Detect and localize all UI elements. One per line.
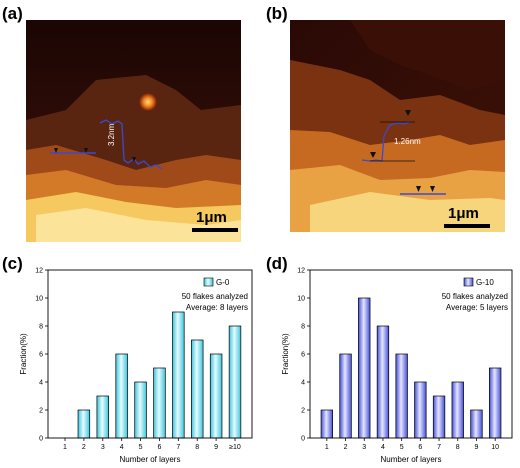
histogram-c-ytick-label: 2: [39, 408, 43, 415]
afm-a-flake-top: [36, 208, 241, 242]
histogram-d-bar-3: [358, 297, 371, 439]
histogram-c-ytick-label: 0: [39, 436, 43, 443]
histogram-c-xtick-label: 3: [101, 444, 105, 451]
histogram-c-bar-8: [191, 339, 204, 439]
histogram-c-xtick-label: 7: [176, 444, 180, 451]
histogram-c-bar-10: [228, 325, 242, 439]
histogram-c-ylabel: Fraction(%): [19, 333, 28, 375]
histogram-d-xtick-label: 9: [475, 444, 479, 451]
histogram-d-xtick-label: 4: [381, 444, 385, 451]
histogram-d-bar-5: [395, 353, 408, 439]
histogram-c-xlabel: Number of layers: [120, 455, 181, 464]
histogram-c-bars: [77, 311, 242, 439]
histogram-d-ytick-label: 6: [301, 352, 305, 359]
histogram-d-xtick-label: 7: [437, 444, 441, 451]
histogram-c-xtick-label: 5: [139, 444, 143, 451]
afm-b-flake-dark: [290, 60, 505, 160]
histogram-d-xtick-label: 6: [418, 444, 422, 451]
histogram-c-ytick-label: 4: [39, 380, 43, 387]
histogram-d-legend-swatch: [463, 277, 474, 287]
afm-a-scalebar-label: 1μm: [196, 209, 227, 226]
histogram-d-bar-8: [451, 381, 464, 439]
afm-a-step-label: 3.2nm: [107, 123, 116, 146]
histogram-c-bar-6: [153, 367, 166, 439]
panel-label-a: (a): [2, 4, 23, 23]
histogram-d-ytick-label: 2: [301, 408, 305, 415]
histogram-d-bar-6: [414, 381, 427, 439]
afm-a-marker-lower: [132, 157, 136, 162]
histogram-c-bar-7: [172, 311, 185, 439]
histogram-d-bars: [320, 297, 502, 439]
histogram-c-ytick-label: 8: [39, 324, 43, 331]
histogram-c-bar-5: [134, 381, 147, 439]
histogram-d: 1 2 3 4 5 6 7 8 9 10 0 2 4 6 8 10 12 Fraction(%) Number …: [262, 262, 520, 468]
histogram-d-xtick-label: 1: [325, 444, 329, 451]
afm-a-scalebar: [192, 228, 238, 232]
afm-b-markers: [416, 186, 435, 192]
histogram-c: 1 2 3 4 5 6 7 8 9 ≥10 0 2 4 6 8 10 12 Fraction(%) Number…: [0, 262, 260, 468]
histogram-c-legend-label: G-0: [216, 278, 230, 287]
histogram-c-ytick-label: 12: [35, 268, 43, 275]
panel-label-c: (c): [2, 254, 23, 273]
histogram-c-bar-9: [209, 353, 223, 439]
histogram-c-note-average: Average: 8 layers: [186, 303, 248, 312]
histogram-d-ytick-label: 0: [301, 436, 305, 443]
histogram-d-ylabel: Fraction(%): [281, 333, 290, 375]
histogram-d-xlabel: Number of layers: [381, 455, 442, 464]
histogram-d-ytick-label: 10: [297, 296, 305, 303]
histogram-d-note-average: Average: 5 layers: [446, 303, 508, 312]
histogram-d-xtick-label: 3: [362, 444, 366, 451]
afm-image-a-svg: 3.2nm 1μm: [26, 20, 241, 242]
histogram-d-bar-4: [376, 325, 390, 439]
histogram-d-bar-9: [470, 409, 483, 439]
afm-b-flake-top-dark: [350, 20, 505, 90]
histogram-c-ytick-label: 6: [39, 352, 43, 359]
afm-a-markers: [54, 148, 88, 153]
histogram-d-bar-10: [489, 367, 502, 439]
histogram-c-legend-swatch: [203, 277, 214, 287]
histogram-c-xtick-label: 2: [82, 444, 86, 451]
afm-a-particle: [139, 93, 157, 111]
histogram-d-ytick-label: 4: [301, 380, 305, 387]
histogram-c-xtick-label: ≥10: [229, 444, 241, 451]
histogram-d-xtick-label: 5: [400, 444, 404, 451]
histogram-c-xtick-label: 8: [195, 444, 199, 451]
afm-b-step-label: 1.26nm: [394, 137, 421, 146]
histogram-c-xtick-label: 4: [120, 444, 124, 451]
histogram-c-xtick-label: 9: [214, 444, 218, 451]
histogram-d-note-flakes: 50 flakes analyzed: [442, 292, 508, 301]
histogram-d-bar-2: [339, 353, 352, 439]
histogram-d-ytick-label: 8: [301, 324, 305, 331]
afm-b-scalebar: [444, 224, 490, 228]
histogram-c-bar-2: [77, 409, 91, 439]
afm-image-b: 1.26nm 1μm: [290, 20, 505, 232]
histogram-c-note-flakes: 50 flakes analyzed: [182, 292, 248, 301]
afm-a-height-profile: [99, 119, 163, 170]
histogram-c-xtick-label: 1: [63, 444, 67, 451]
histogram-d-xtick-label: 2: [344, 444, 348, 451]
histogram-d-xtick-label: 10: [491, 444, 499, 451]
histogram-d-bar-1: [320, 409, 333, 439]
histogram-d-legend-label: G-10: [476, 278, 494, 287]
afm-b-markers-profile: [370, 110, 411, 158]
panel-label-d: (d): [266, 254, 288, 273]
histogram-c-xtick-label: 6: [157, 444, 161, 451]
histogram-d-bar-7: [432, 395, 446, 439]
afm-image-a: 3.2nm 1μm: [26, 20, 241, 242]
histogram-d-xtick-label: 8: [456, 444, 460, 451]
histogram-c-bar-4: [115, 353, 128, 439]
panel-label-b: (b): [266, 4, 288, 23]
afm-b-scalebar-label: 1μm: [448, 205, 479, 222]
afm-image-b-svg: 1.26nm 1μm: [290, 20, 505, 232]
afm-b-flake-bright: [310, 192, 505, 232]
histogram-d-ytick-label: 12: [297, 268, 305, 275]
histogram-c-bar-3: [96, 395, 109, 439]
histogram-c-ytick-label: 10: [35, 296, 43, 303]
